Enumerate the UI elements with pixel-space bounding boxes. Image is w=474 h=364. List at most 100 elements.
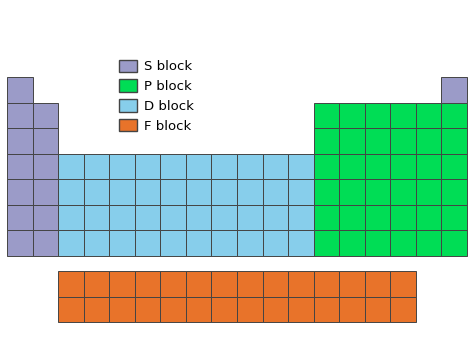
- Bar: [186, 179, 211, 205]
- Bar: [33, 205, 58, 230]
- Bar: [58, 154, 84, 179]
- Bar: [263, 271, 288, 297]
- Bar: [288, 230, 314, 256]
- Bar: [211, 297, 237, 323]
- Bar: [416, 205, 441, 230]
- Bar: [211, 230, 237, 256]
- Bar: [84, 154, 109, 179]
- Bar: [390, 230, 416, 256]
- Bar: [314, 205, 339, 230]
- Bar: [160, 297, 186, 323]
- Bar: [7, 154, 33, 179]
- Bar: [441, 230, 467, 256]
- Bar: [416, 154, 441, 179]
- Bar: [135, 271, 160, 297]
- Bar: [314, 297, 339, 323]
- Bar: [365, 154, 390, 179]
- Bar: [288, 179, 314, 205]
- Bar: [237, 205, 263, 230]
- Bar: [186, 205, 211, 230]
- Bar: [211, 154, 237, 179]
- Bar: [314, 128, 339, 154]
- Bar: [186, 297, 211, 323]
- Bar: [365, 230, 390, 256]
- Bar: [263, 179, 288, 205]
- Bar: [288, 205, 314, 230]
- Bar: [441, 205, 467, 230]
- Bar: [390, 205, 416, 230]
- Bar: [365, 271, 390, 297]
- Bar: [365, 179, 390, 205]
- Bar: [314, 271, 339, 297]
- Bar: [288, 271, 314, 297]
- Bar: [390, 128, 416, 154]
- Bar: [186, 230, 211, 256]
- Bar: [416, 179, 441, 205]
- Bar: [237, 271, 263, 297]
- Bar: [339, 230, 365, 256]
- Bar: [7, 103, 33, 128]
- Bar: [211, 271, 237, 297]
- Bar: [288, 154, 314, 179]
- Bar: [58, 297, 84, 323]
- Bar: [109, 154, 135, 179]
- Bar: [33, 103, 58, 128]
- Bar: [390, 179, 416, 205]
- Bar: [33, 230, 58, 256]
- Bar: [33, 154, 58, 179]
- Bar: [211, 179, 237, 205]
- Bar: [339, 154, 365, 179]
- Bar: [263, 230, 288, 256]
- Bar: [7, 179, 33, 205]
- Bar: [263, 297, 288, 323]
- Bar: [160, 179, 186, 205]
- Bar: [7, 230, 33, 256]
- Bar: [135, 154, 160, 179]
- Bar: [160, 205, 186, 230]
- Bar: [390, 297, 416, 323]
- Bar: [314, 103, 339, 128]
- Bar: [365, 297, 390, 323]
- Bar: [365, 103, 390, 128]
- Bar: [58, 179, 84, 205]
- Bar: [84, 271, 109, 297]
- Bar: [135, 205, 160, 230]
- Bar: [109, 271, 135, 297]
- Bar: [33, 179, 58, 205]
- Bar: [416, 103, 441, 128]
- Bar: [84, 205, 109, 230]
- Bar: [186, 271, 211, 297]
- Bar: [339, 128, 365, 154]
- Bar: [441, 78, 467, 103]
- Bar: [365, 128, 390, 154]
- Bar: [365, 205, 390, 230]
- Bar: [441, 103, 467, 128]
- Bar: [237, 179, 263, 205]
- Bar: [58, 230, 84, 256]
- Bar: [109, 179, 135, 205]
- Bar: [237, 154, 263, 179]
- Bar: [441, 128, 467, 154]
- Bar: [135, 297, 160, 323]
- Bar: [58, 205, 84, 230]
- Bar: [339, 297, 365, 323]
- Bar: [109, 230, 135, 256]
- Bar: [314, 154, 339, 179]
- Bar: [314, 179, 339, 205]
- Bar: [135, 230, 160, 256]
- Bar: [339, 103, 365, 128]
- Bar: [58, 271, 84, 297]
- Bar: [339, 179, 365, 205]
- Bar: [186, 154, 211, 179]
- Bar: [109, 297, 135, 323]
- Bar: [7, 205, 33, 230]
- Bar: [390, 103, 416, 128]
- Bar: [339, 271, 365, 297]
- Bar: [84, 297, 109, 323]
- Bar: [288, 297, 314, 323]
- Bar: [441, 179, 467, 205]
- Bar: [390, 154, 416, 179]
- Bar: [160, 271, 186, 297]
- Bar: [160, 154, 186, 179]
- Bar: [160, 230, 186, 256]
